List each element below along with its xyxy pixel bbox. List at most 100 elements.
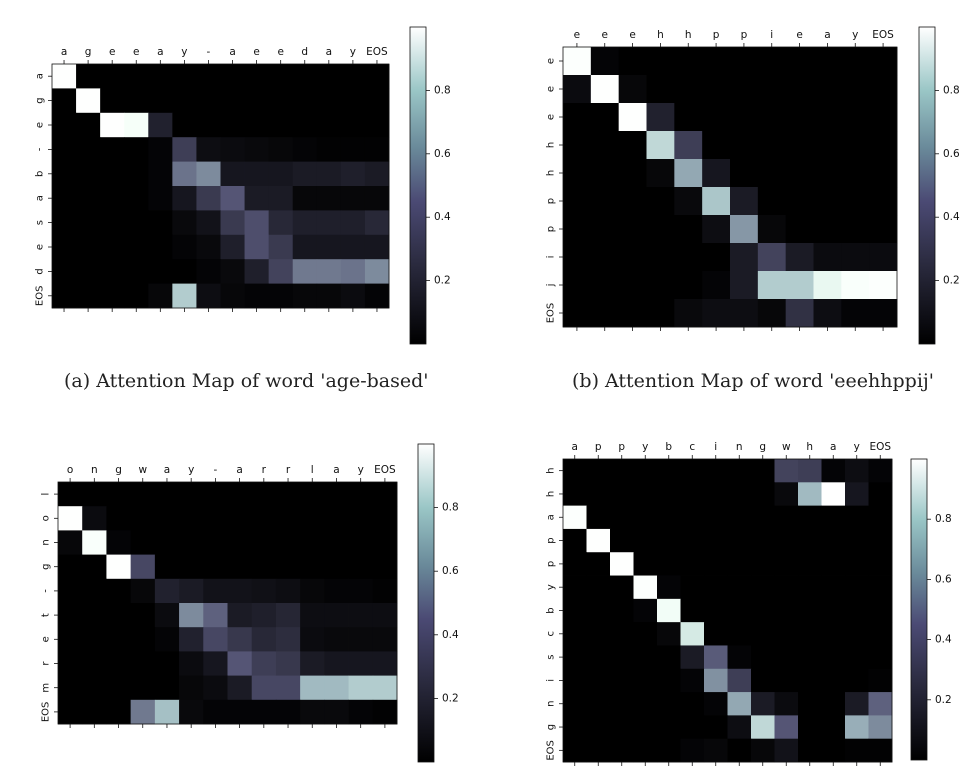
heatmap-cell — [727, 622, 752, 646]
heatmap-cell — [364, 112, 390, 138]
heatmap-cell — [100, 64, 125, 89]
heatmap-cell — [586, 622, 611, 646]
heatmap-cell — [680, 668, 705, 693]
heatmap-cell — [845, 715, 869, 740]
heatmap-cell — [52, 137, 77, 162]
heatmap-cell — [316, 137, 342, 162]
heatmap-cell — [563, 598, 587, 623]
heatmap-cell — [179, 506, 204, 531]
heatmap-cell — [727, 459, 752, 483]
x-tick-label: EOS — [872, 29, 894, 41]
heatmap-cell — [148, 88, 173, 114]
y-tick-label: EOS — [41, 702, 52, 723]
heatmap-cell — [275, 675, 301, 701]
heatmap-cell — [106, 699, 132, 725]
heatmap-cell — [300, 627, 325, 652]
heatmap-cell — [821, 692, 846, 716]
heatmap-cell — [292, 234, 318, 260]
heatmap-cell — [869, 47, 898, 76]
x-tick-label: y — [642, 441, 648, 453]
heatmap-cell — [702, 215, 731, 244]
heatmap-cell — [704, 598, 728, 623]
heatmap-cell — [680, 715, 705, 740]
heatmap-cell — [757, 103, 787, 132]
heatmap-cell — [172, 112, 197, 138]
heatmap-cell — [868, 645, 893, 670]
heatmap-cell — [124, 161, 149, 187]
heatmap-cell — [106, 506, 132, 531]
heatmap-cell — [130, 530, 156, 555]
heatmap-cell — [316, 283, 342, 309]
heatmap-cell — [563, 299, 592, 328]
heatmap-cell — [348, 530, 374, 555]
heatmap-cell — [785, 187, 814, 216]
heatmap-cell — [633, 482, 658, 507]
heatmap-cell — [757, 187, 787, 216]
heatmap-cell — [154, 578, 180, 604]
x-tick-label: a — [229, 46, 235, 58]
heatmap-cell — [275, 482, 301, 507]
heatmap-cell — [618, 103, 647, 132]
heatmap-cell — [845, 668, 869, 693]
heatmap-cell — [680, 738, 705, 763]
heatmap-cell — [674, 103, 703, 132]
heatmap-cell — [785, 75, 814, 104]
heatmap-cell — [633, 692, 658, 716]
heatmap-cell — [633, 668, 658, 693]
heatmap-cell — [316, 234, 342, 260]
y-tick-label: o — [41, 515, 52, 521]
heatmap-cell — [172, 234, 197, 260]
heatmap-cell — [774, 715, 799, 740]
heatmap-cell — [196, 112, 221, 138]
heatmap-cell — [106, 651, 132, 676]
colorbar — [417, 443, 435, 763]
heatmap-cell — [751, 528, 775, 553]
heatmap-cell — [563, 692, 587, 716]
heatmap-cell — [563, 622, 587, 646]
heatmap-cell — [757, 47, 787, 76]
heatmap-cell — [58, 482, 83, 507]
heatmap-cell — [348, 651, 374, 676]
heatmap-cell — [364, 210, 390, 236]
colorbar-tick-label: 0.8 — [434, 84, 451, 96]
heatmap-cell — [751, 645, 775, 670]
heatmap-cell — [757, 131, 787, 160]
heatmap-cell — [646, 47, 675, 76]
y-tick-label: j — [546, 284, 557, 288]
heatmap-cell — [618, 47, 647, 76]
y-tick-label: e — [35, 122, 46, 128]
heatmap-cell — [869, 215, 898, 244]
heatmap-cell — [730, 215, 759, 244]
heatmap-cell — [324, 506, 349, 531]
heatmap-cell — [196, 64, 221, 89]
heatmap-cell — [251, 482, 277, 507]
x-tick-label: r — [286, 464, 291, 476]
heatmap-cell — [813, 215, 842, 244]
heatmap-cell — [220, 112, 245, 138]
heatmap-cell — [702, 243, 731, 272]
heatmap-cell — [179, 554, 204, 580]
y-tick-label: m — [41, 683, 52, 693]
x-tick-label: w — [782, 441, 791, 453]
heatmap-cell — [646, 131, 675, 160]
heatmap-cell — [610, 738, 634, 763]
heatmap-cell — [869, 75, 898, 104]
heatmap-cell — [841, 299, 870, 328]
heatmap-cell — [364, 88, 390, 114]
heatmap-cell — [785, 243, 814, 272]
heatmap-cell — [869, 103, 898, 132]
heatmap-cell — [868, 622, 893, 646]
heatmap-cell — [680, 645, 705, 670]
heatmap-cell — [680, 459, 705, 483]
heatmap-cell — [196, 161, 221, 187]
heatmap-cell — [785, 103, 814, 132]
heatmap-cell — [130, 482, 156, 507]
heatmap-cell — [292, 210, 318, 236]
heatmap-cell — [372, 506, 398, 531]
heatmap-cell — [785, 271, 814, 300]
heatmap-cell — [179, 699, 204, 725]
heatmap-cell — [646, 159, 675, 188]
heatmap-cell — [798, 692, 822, 716]
heatmap-cell — [124, 234, 149, 260]
heatmap-cell — [868, 482, 893, 507]
